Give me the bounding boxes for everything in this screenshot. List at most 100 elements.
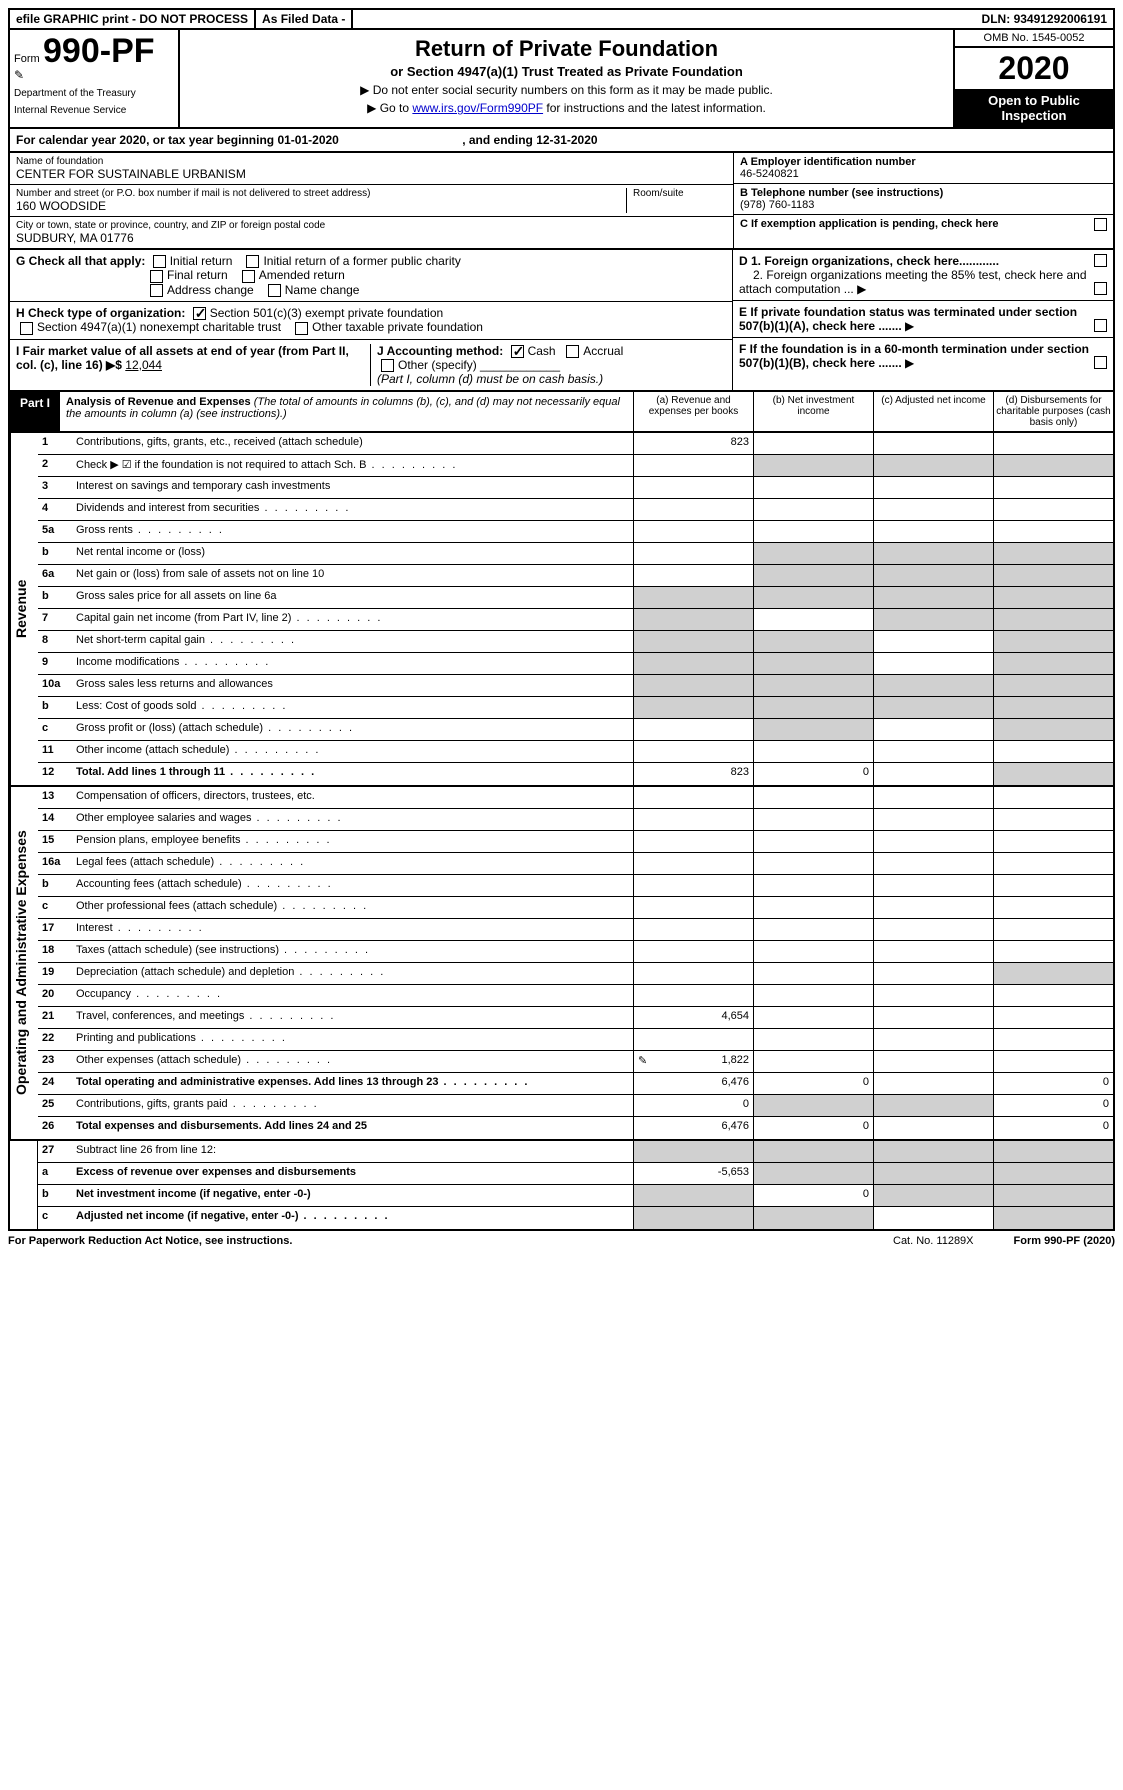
cell (993, 741, 1113, 762)
row-number: 2 (38, 455, 72, 476)
check-d1[interactable] (1094, 254, 1107, 267)
form-title: Return of Private Foundation (186, 36, 947, 62)
row-number: 18 (38, 941, 72, 962)
cell (993, 787, 1113, 808)
exemption-pending-cell: C If exemption application is pending, c… (734, 215, 1113, 233)
table-row: 11Other income (attach schedule) (38, 741, 1113, 763)
cell (633, 653, 753, 674)
cell (873, 653, 993, 674)
attachment-icon[interactable]: ✎ (638, 1054, 647, 1067)
check-accrual[interactable] (566, 345, 579, 358)
row-description: Net gain or (loss) from sale of assets n… (72, 565, 633, 586)
cell (753, 853, 873, 874)
check-cash[interactable] (511, 345, 524, 358)
cell (633, 609, 753, 630)
row-description: Other expenses (attach schedule) (72, 1051, 633, 1072)
table-row: 18Taxes (attach schedule) (see instructi… (38, 941, 1113, 963)
cell (753, 587, 873, 608)
row-description: Contributions, gifts, grants, etc., rece… (72, 433, 633, 454)
cell (633, 1141, 753, 1162)
cell (753, 787, 873, 808)
cell (873, 1095, 993, 1116)
row-description: Legal fees (attach schedule) (72, 853, 633, 874)
cell (993, 609, 1113, 630)
row-number: 3 (38, 477, 72, 498)
cell (753, 455, 873, 476)
form-prefix: Form (14, 53, 40, 65)
table-row: bNet rental income or (loss) (38, 543, 1113, 565)
cell: 0 (633, 1095, 753, 1116)
row-description: Other employee salaries and wages (72, 809, 633, 830)
check-other-tax[interactable] (295, 322, 308, 335)
cell (753, 697, 873, 718)
table-row: 26Total expenses and disbursements. Add … (38, 1117, 1113, 1139)
cell (993, 477, 1113, 498)
check-name[interactable] (268, 284, 281, 297)
row-description: Check ▶ ☑ if the foundation is not requi… (72, 455, 633, 476)
table-row: 17Interest (38, 919, 1113, 941)
row-description: Printing and publications (72, 1029, 633, 1050)
cell: 0 (993, 1095, 1113, 1116)
line-h: H Check type of organization: Section 50… (10, 302, 732, 340)
cell (633, 985, 753, 1006)
city-cell: City or town, state or province, country… (10, 217, 733, 248)
row-number: 12 (38, 763, 72, 785)
cell: 0 (753, 1073, 873, 1094)
check-c[interactable] (1094, 218, 1107, 231)
cell (873, 1185, 993, 1206)
cell (873, 831, 993, 852)
cell (873, 1163, 993, 1184)
cell (993, 831, 1113, 852)
check-e[interactable] (1094, 319, 1107, 332)
dept-treasury: Department of the Treasury (14, 88, 174, 99)
cell (993, 963, 1113, 984)
cell (873, 609, 993, 630)
cell (873, 1141, 993, 1162)
cell (753, 1007, 873, 1028)
check-other-method[interactable] (381, 359, 394, 372)
cell (993, 653, 1113, 674)
form-number: 990-PF (43, 32, 155, 70)
cell (753, 1163, 873, 1184)
irs-link[interactable]: www.irs.gov/Form990PF (412, 101, 543, 115)
phone-cell: B Telephone number (see instructions) (9… (734, 184, 1113, 215)
cell (993, 1007, 1113, 1028)
row-number: b (38, 875, 72, 896)
footer-right: Form 990-PF (2020) (1014, 1235, 1115, 1247)
row-description: Taxes (attach schedule) (see instruction… (72, 941, 633, 962)
check-4947[interactable] (20, 322, 33, 335)
cell: -5,653 (633, 1163, 753, 1184)
cell (873, 521, 993, 542)
cell (633, 787, 753, 808)
row-description: Total. Add lines 1 through 11 (72, 763, 633, 785)
part-label: Part I (10, 392, 60, 431)
check-501c3[interactable] (193, 307, 206, 320)
check-address[interactable] (150, 284, 163, 297)
check-initial-former[interactable] (246, 255, 259, 268)
row-description: Less: Cost of goods sold (72, 697, 633, 718)
opex-label: Operating and Administrative Expenses (10, 787, 38, 1139)
cell (993, 499, 1113, 520)
check-d2[interactable] (1094, 282, 1107, 295)
check-final[interactable] (150, 270, 163, 283)
cell (633, 521, 753, 542)
row-description: Contributions, gifts, grants paid (72, 1095, 633, 1116)
cell (633, 741, 753, 762)
cell (633, 565, 753, 586)
cell (873, 543, 993, 564)
cell (993, 1185, 1113, 1206)
table-row: 3Interest on savings and temporary cash … (38, 477, 1113, 499)
row-number: 27 (38, 1141, 72, 1162)
cell (753, 631, 873, 652)
table-row: 25Contributions, gifts, grants paid00 (38, 1095, 1113, 1117)
check-initial[interactable] (153, 255, 166, 268)
row-number: c (38, 897, 72, 918)
top-bar: efile GRAPHIC print - DO NOT PROCESS As … (8, 8, 1115, 30)
cell (873, 675, 993, 696)
check-f[interactable] (1094, 356, 1107, 369)
row-number: 14 (38, 809, 72, 830)
row-number: 21 (38, 1007, 72, 1028)
table-row: 14Other employee salaries and wages (38, 809, 1113, 831)
check-amended[interactable] (242, 270, 255, 283)
table-row: 4Dividends and interest from securities (38, 499, 1113, 521)
